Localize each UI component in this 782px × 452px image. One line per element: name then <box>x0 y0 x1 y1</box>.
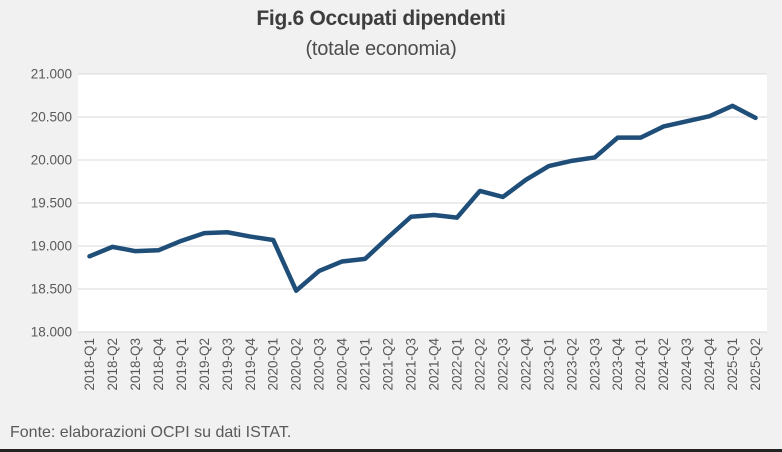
x-tick-label: 2019-Q2 <box>197 338 212 391</box>
x-tick-label: 2022-Q3 <box>495 338 510 391</box>
x-tick-label: 2021-Q3 <box>404 338 419 391</box>
y-tick-label: 18.000 <box>31 325 72 340</box>
chart-subtitle: (totale economia) <box>305 38 457 60</box>
x-tick-label: 2025-Q1 <box>725 338 740 391</box>
x-tick-label: 2018-Q4 <box>151 338 166 391</box>
x-tick-label: 2021-Q2 <box>381 338 396 391</box>
x-tick-label: 2023-Q1 <box>541 338 556 391</box>
x-tick-label: 2021-Q1 <box>358 338 373 391</box>
bottom-border <box>0 449 782 452</box>
x-tick-label: 2024-Q2 <box>656 338 671 391</box>
x-tick-label: 2024-Q3 <box>679 338 694 391</box>
x-tick-label: 2020-Q3 <box>312 338 327 391</box>
x-tick-label: 2022-Q4 <box>518 338 533 391</box>
source-note: Fonte: elaborazioni OCPI su dati ISTAT. <box>10 424 292 441</box>
x-tick-label: 2018-Q2 <box>105 338 120 391</box>
y-tick-label: 20.500 <box>31 110 72 125</box>
y-tick-label: 21.000 <box>31 67 72 82</box>
x-tick-label: 2019-Q3 <box>220 338 235 391</box>
y-tick-label: 18.500 <box>31 282 72 297</box>
x-tick-label: 2023-Q4 <box>610 338 625 391</box>
data-series-line <box>87 103 758 293</box>
x-tick-label: 2022-Q1 <box>449 338 464 391</box>
x-tick-label: 2024-Q4 <box>702 338 717 391</box>
y-tick-label: 20.000 <box>31 153 72 168</box>
x-tick-label: 2023-Q2 <box>564 338 579 391</box>
x-tick-label: 2019-Q1 <box>174 338 189 391</box>
y-tick-label: 19.500 <box>31 196 72 211</box>
x-tick-label: 2018-Q1 <box>82 338 97 391</box>
y-tick-label: 19.000 <box>31 239 72 254</box>
x-tick-label: 2020-Q1 <box>266 338 281 391</box>
x-tick-label: 2018-Q3 <box>128 338 143 391</box>
chart-title: Fig.6 Occupati dipendenti <box>256 7 506 30</box>
x-tick-label: 2023-Q3 <box>587 338 602 391</box>
x-tick-label: 2019-Q4 <box>243 338 258 391</box>
x-tick-label: 2022-Q2 <box>472 338 487 391</box>
x-tick-label: 2024-Q1 <box>633 338 648 391</box>
x-tick-label: 2025-Q2 <box>748 338 763 391</box>
x-tick-label: 2020-Q2 <box>289 338 304 391</box>
x-tick-label: 2021-Q4 <box>426 338 441 391</box>
x-tick-label: 2020-Q4 <box>335 338 350 391</box>
